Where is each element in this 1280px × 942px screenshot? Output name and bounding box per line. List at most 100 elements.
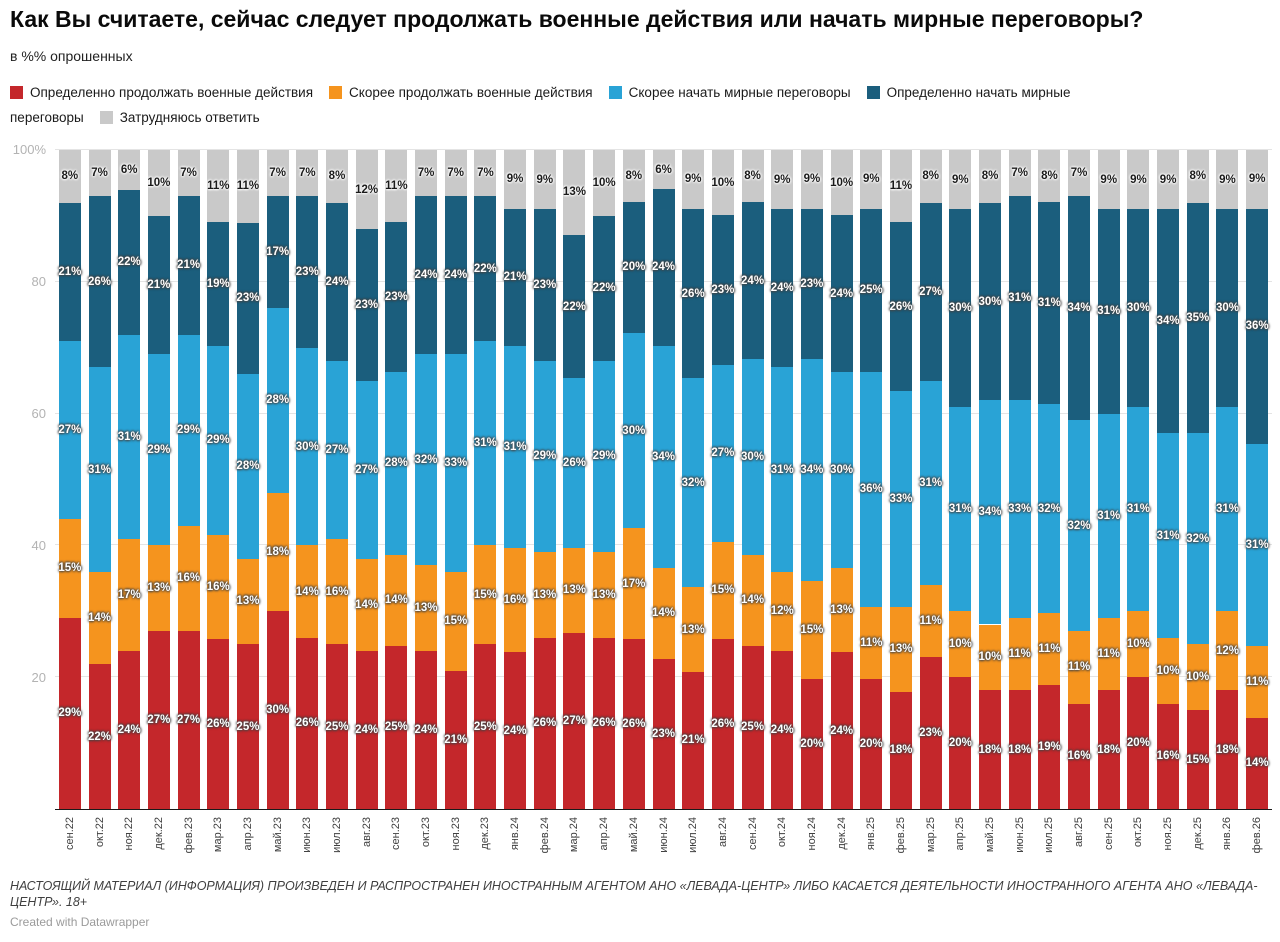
segment-value-label: 18% bbox=[1097, 743, 1121, 756]
segment-value-label: 26% bbox=[681, 287, 705, 300]
segment-value-label: 14% bbox=[741, 594, 765, 607]
segment-value-label: 13% bbox=[889, 643, 913, 656]
segment-value-label: 25% bbox=[473, 720, 497, 733]
segment: 23% bbox=[800, 208, 823, 359]
segment-value-label: 30% bbox=[266, 704, 290, 717]
segment: 26% bbox=[711, 639, 734, 809]
segment: 12% bbox=[771, 571, 794, 651]
x-tick-label: июн.24 bbox=[657, 817, 670, 853]
bar-сен.24: 25% 14% 30% 24% 8% bbox=[741, 150, 765, 809]
gridline bbox=[55, 149, 1272, 150]
bar-авг.25: 16% 11% 32% 34% 7% bbox=[1067, 150, 1091, 809]
segment: 7% bbox=[444, 150, 467, 197]
bar-янв.24: 24% 16% 31% 21% 9% bbox=[503, 150, 527, 809]
segment: 9% bbox=[1127, 150, 1150, 210]
segment: 10% bbox=[1186, 644, 1209, 711]
segment: 10% bbox=[1127, 611, 1150, 678]
segment-value-label: 27% bbox=[562, 714, 586, 727]
segment-value-label: 16% bbox=[503, 594, 527, 607]
bar-июл.25: 19% 11% 32% 31% 8% bbox=[1038, 150, 1061, 809]
segment: 26% bbox=[593, 637, 616, 809]
segment-value-label: 32% bbox=[1067, 519, 1091, 532]
segment-value-label: 28% bbox=[384, 457, 408, 470]
bar-июн.24: 23% 14% 34% 24% 6% bbox=[651, 150, 676, 809]
x-tick-label: дек.22 bbox=[152, 817, 165, 850]
segment: 19% bbox=[1038, 685, 1061, 809]
segment: 8% bbox=[58, 150, 81, 203]
segment: 28% bbox=[266, 308, 289, 493]
segment: 31% bbox=[1038, 202, 1061, 405]
segment-value-label: 9% bbox=[1219, 173, 1236, 186]
segment-value-label: 7% bbox=[1070, 167, 1088, 180]
x-tick-label: июл.24 bbox=[687, 817, 700, 853]
segment: 32% bbox=[1186, 433, 1209, 645]
segment: 24% bbox=[444, 196, 467, 355]
segment: 13% bbox=[533, 552, 556, 638]
segment: 13% bbox=[830, 567, 853, 653]
segment-value-label: 25% bbox=[236, 720, 260, 733]
segment: 17% bbox=[622, 528, 645, 640]
segment-value-label: 9% bbox=[506, 173, 524, 186]
segment: 16% bbox=[207, 534, 230, 640]
segment: 31% bbox=[1126, 407, 1150, 612]
segment-value-label: 14% bbox=[651, 607, 676, 620]
segment: 16% bbox=[1157, 703, 1180, 809]
segment-value-label: 27% bbox=[325, 443, 349, 456]
segment-value-label: 24% bbox=[355, 723, 379, 736]
segment: 18% bbox=[1008, 690, 1031, 809]
segment: 21% bbox=[58, 202, 81, 342]
segment: 14% bbox=[355, 558, 378, 651]
bar-окт.23: 24% 13% 32% 24% 7% bbox=[415, 150, 438, 809]
segment: 26% bbox=[889, 221, 912, 392]
segment: 7% bbox=[88, 150, 111, 197]
bar-июн.25: 18% 11% 33% 31% 7% bbox=[1008, 150, 1031, 809]
segment: 30% bbox=[266, 611, 290, 809]
bar-май.24: 26% 17% 30% 20% 8% bbox=[622, 150, 646, 809]
segment: 18% bbox=[889, 691, 912, 809]
x-tick-label: окт.22 bbox=[93, 817, 106, 848]
segment: 31% bbox=[504, 345, 527, 549]
segment-value-label: 26% bbox=[533, 717, 557, 730]
segment: 13% bbox=[682, 587, 705, 672]
segment: 24% bbox=[771, 209, 794, 368]
segment-value-label: 13% bbox=[592, 588, 616, 601]
segment: 11% bbox=[890, 150, 912, 222]
segment-value-label: 24% bbox=[117, 723, 141, 736]
segment: 24% bbox=[415, 650, 438, 809]
segment-value-label: 24% bbox=[651, 261, 676, 274]
segment-value-label: 32% bbox=[681, 476, 705, 489]
segment-value-label: 11% bbox=[860, 636, 883, 649]
legend-label: Затрудняюсь ответить bbox=[119, 110, 260, 125]
segment-value-label: 18% bbox=[1215, 743, 1239, 756]
segment: 27% bbox=[562, 632, 586, 809]
x-tick-label: сен.25 bbox=[1102, 817, 1115, 850]
segment-value-label: 11% bbox=[236, 180, 260, 193]
bar-мар.24: 27% 13% 26% 22% 13% bbox=[562, 150, 586, 809]
segment: 26% bbox=[622, 639, 646, 809]
segment-value-label: 19% bbox=[206, 277, 230, 290]
segment-value-label: 24% bbox=[503, 724, 527, 737]
segment: 9% bbox=[949, 150, 972, 210]
x-tick-label: ноя.23 bbox=[449, 817, 462, 851]
segment-value-label: 9% bbox=[773, 173, 791, 186]
segment: 9% bbox=[860, 150, 883, 209]
segment-value-label: 26% bbox=[622, 718, 646, 731]
segment: 24% bbox=[117, 650, 141, 809]
bar-сен.25: 18% 11% 31% 31% 9% bbox=[1097, 150, 1121, 809]
segment: 26% bbox=[207, 639, 230, 809]
bar-май.25: 18% 10% 34% 30% 8% bbox=[978, 150, 1002, 809]
segment: 26% bbox=[563, 378, 586, 549]
y-tick-label: 60 bbox=[31, 406, 46, 421]
segment: 21% bbox=[444, 670, 467, 809]
segment: 9% bbox=[800, 150, 823, 209]
segment-value-label: 29% bbox=[58, 707, 82, 720]
segment-value-label: 31% bbox=[1126, 503, 1150, 516]
segment-value-label: 22% bbox=[117, 256, 141, 269]
segment: 19% bbox=[206, 221, 230, 346]
segment: 11% bbox=[1246, 645, 1268, 718]
segment: 10% bbox=[949, 611, 972, 678]
segment-value-label: 15% bbox=[1186, 753, 1210, 766]
segment: 30% bbox=[830, 371, 853, 568]
segment: 13% bbox=[563, 150, 586, 235]
segment-value-label: 17% bbox=[117, 588, 141, 601]
